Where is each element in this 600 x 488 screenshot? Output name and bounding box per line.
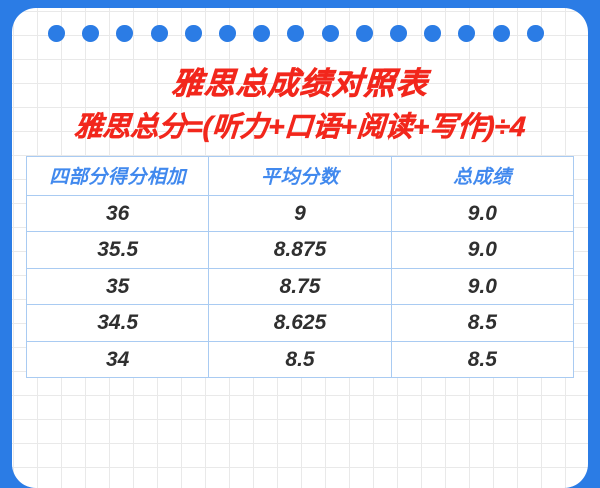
cell-average: 8.875 [208,231,392,269]
dot [219,24,237,42]
cell-total: 8.5 [390,304,575,342]
dot [116,24,134,42]
table-row: 34 8.5 8.5 [25,340,575,379]
page-title: 雅思总成绩对照表 [170,66,430,102]
dot [355,24,373,42]
cell-sum: 35.5 [25,231,210,269]
score-conversion-table: 四部分得分相加 平均分数 总成绩 36 9 9.0 35.5 8.875 9.0… [25,155,575,379]
cell-average: 8.625 [208,304,392,342]
dot [82,24,100,42]
cell-total: 9.0 [390,267,575,306]
notebook-card: 雅思总成绩对照表 雅思总分=(听力+口语+阅读+写作)÷4 四部分得分相加 平均… [12,8,588,488]
cell-average: 8.5 [208,340,392,379]
dot [184,24,202,42]
dot [492,24,510,42]
cell-total: 9.0 [390,194,575,233]
dot [287,24,305,42]
table-header-row: 四部分得分相加 平均分数 总成绩 [25,155,575,196]
score-formula: 雅思总分=(听力+口语+阅读+写作)÷4 [73,111,527,143]
table-row: 35.5 8.875 9.0 [25,231,575,269]
dot [390,24,408,42]
table-row: 35 8.75 9.0 [25,267,575,306]
cell-sum: 34.5 [25,304,210,342]
dot [424,24,442,42]
column-header-average: 平均分数 [208,155,392,196]
cell-total: 9.0 [390,231,575,269]
cell-average: 9 [208,194,392,233]
dot [150,24,168,42]
cell-total: 8.5 [390,340,575,379]
cell-average: 8.75 [208,267,392,306]
dot [458,24,476,42]
dot [321,24,339,42]
cell-sum: 34 [25,340,210,379]
column-header-total: 总成绩 [390,155,575,196]
table-row: 36 9 9.0 [25,194,575,233]
cell-sum: 35 [25,267,210,306]
column-header-sum: 四部分得分相加 [25,155,210,196]
dots-row [48,24,544,42]
cell-sum: 36 [25,194,210,233]
dot [253,24,271,42]
dot [48,24,65,42]
table-row: 34.5 8.625 8.5 [25,304,575,342]
dot [526,24,544,42]
